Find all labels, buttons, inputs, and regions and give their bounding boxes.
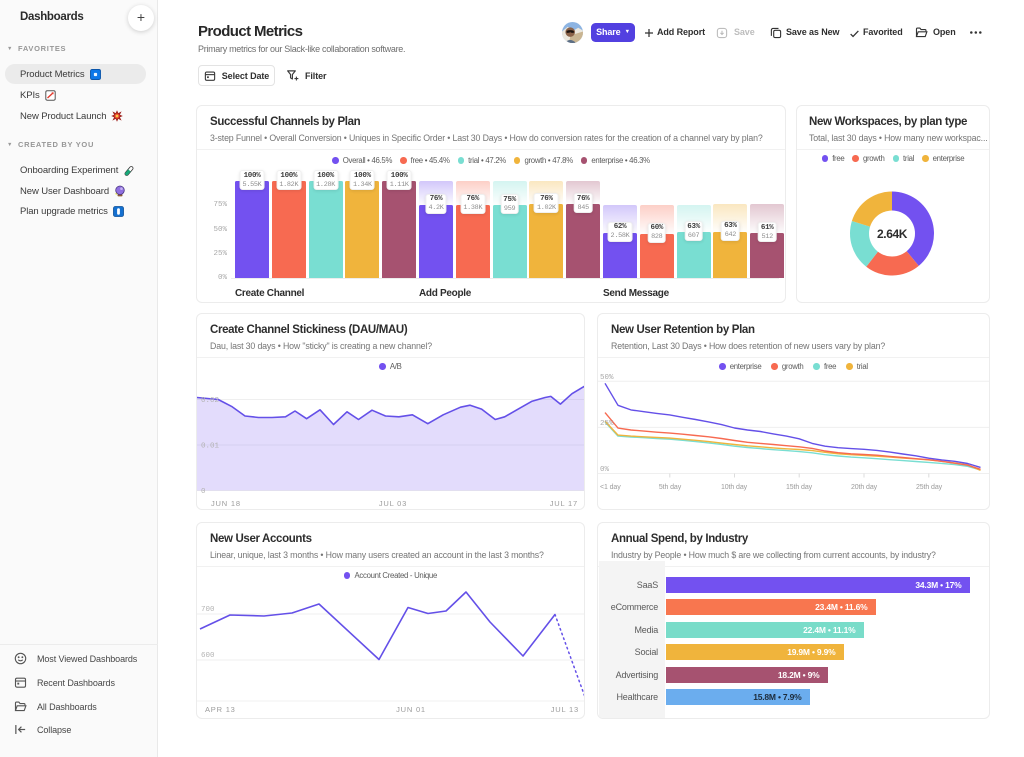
- svg-text:JUN 18: JUN 18: [211, 499, 241, 508]
- svg-text:0.01: 0.01: [201, 443, 220, 451]
- svg-text:JUN 01: JUN 01: [396, 705, 426, 714]
- svg-text:5th day: 5th day: [659, 484, 682, 491]
- svg-text:JUL 13: JUL 13: [551, 705, 579, 714]
- svg-text:0: 0: [201, 488, 206, 496]
- svg-text:0%: 0%: [600, 466, 610, 474]
- svg-text:20th day: 20th day: [851, 484, 878, 491]
- svg-text:600: 600: [201, 652, 215, 660]
- svg-text:15th day: 15th day: [786, 484, 813, 491]
- svg-text:JUL 03: JUL 03: [379, 499, 407, 508]
- svg-text:JUL 17: JUL 17: [550, 499, 578, 508]
- svg-text:25th day: 25th day: [916, 484, 943, 491]
- svg-text:10th day: 10th day: [721, 484, 748, 491]
- svg-text:0.02: 0.02: [201, 397, 219, 405]
- svg-text:APR 13: APR 13: [205, 705, 236, 714]
- svg-text:25%: 25%: [600, 420, 614, 428]
- svg-text:50%: 50%: [600, 374, 614, 382]
- svg-text:700: 700: [201, 606, 215, 614]
- svg-text:<1 day: <1 day: [600, 484, 621, 491]
